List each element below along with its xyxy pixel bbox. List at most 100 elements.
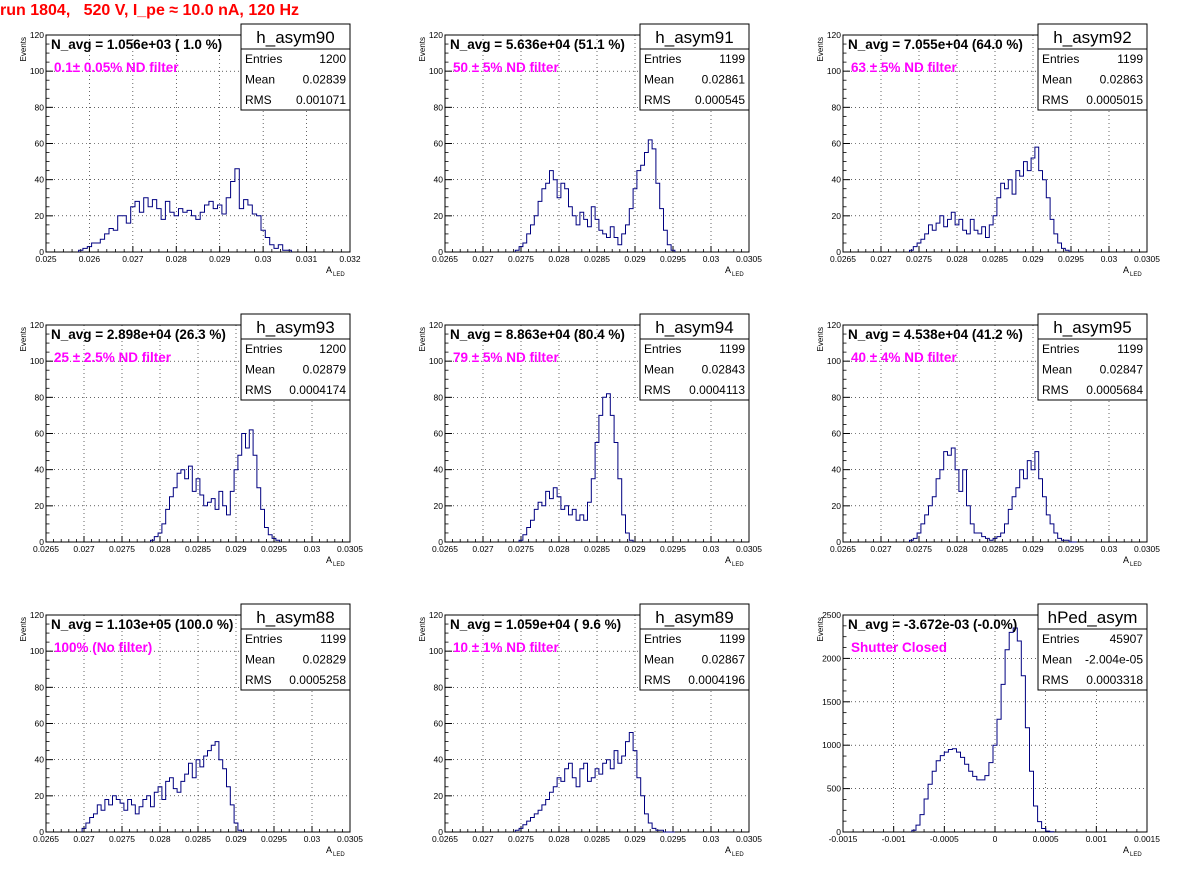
x-tick-label: 0.029 — [225, 544, 247, 554]
histogram-bin — [523, 825, 527, 832]
y-tick-label: 40 — [35, 465, 45, 475]
stats-title: h_asym89 — [655, 608, 733, 627]
histogram-bin — [614, 751, 618, 832]
histogram-bin — [637, 778, 641, 832]
histogram-bin — [1009, 632, 1013, 832]
histogram-bin — [546, 183, 550, 252]
y-axis-label: Events — [418, 327, 427, 351]
histogram-bin — [213, 209, 217, 252]
y-tick-label: 60 — [35, 139, 45, 149]
stats-label: Entries — [245, 632, 282, 646]
stats-value: 0.0004196 — [688, 673, 745, 687]
stats-value: 1199 — [1117, 342, 1143, 356]
x-tick-label: 0.0265 — [432, 544, 458, 554]
histogram-bin — [948, 455, 952, 542]
histogram-bin — [162, 524, 166, 542]
stats-label: RMS — [1042, 383, 1069, 397]
stats-label: Mean — [1042, 73, 1072, 87]
histogram-bin — [1043, 497, 1047, 542]
histogram-bin — [645, 153, 649, 252]
y-tick-label: 2500 — [822, 610, 841, 620]
stats-label: Mean — [644, 363, 674, 377]
histogram-bin — [588, 227, 592, 252]
histogram-bin — [652, 149, 656, 252]
histogram-bin — [97, 805, 101, 832]
histogram-bin — [131, 207, 135, 252]
histogram-bin — [610, 227, 614, 252]
histogram-bin — [561, 183, 565, 252]
x-tick-label: 0.03 — [255, 254, 272, 264]
histogram-bin — [196, 219, 200, 252]
filter-label: 10 ± 1% ND filter — [453, 640, 559, 655]
y-tick-label: 60 — [434, 429, 444, 439]
histogram-bin — [553, 488, 557, 542]
histogram-bin — [1039, 479, 1043, 542]
x-tick-label: 0.03 — [1101, 254, 1118, 264]
histogram-bin — [230, 805, 234, 832]
histogram-bin — [1058, 538, 1062, 542]
histogram-bin — [192, 778, 196, 832]
histogram-bin — [189, 466, 193, 542]
histogram-bin — [614, 443, 618, 542]
x-tick-label: 0.0005 — [1033, 834, 1059, 844]
histogram-bin — [576, 520, 580, 542]
histogram-bin — [147, 796, 151, 832]
x-tick-label: 0.0275 — [906, 544, 932, 554]
histogram-bin — [948, 219, 952, 252]
histogram-bin — [534, 216, 538, 252]
x-tick-label: 0.0275 — [906, 254, 932, 264]
y-axis-label: Events — [418, 37, 427, 61]
histogram-bin — [178, 209, 182, 252]
y-tick-label: 80 — [35, 682, 45, 692]
y-tick-label: 0 — [39, 537, 44, 547]
histogram-bin — [1001, 183, 1005, 252]
histogram-bin — [637, 171, 641, 252]
y-tick-label: 40 — [832, 465, 842, 475]
y-tick-label: 20 — [434, 501, 444, 511]
stats-title-box — [240, 313, 351, 340]
y-tick-label: 80 — [434, 392, 444, 402]
histogram-bin — [959, 491, 963, 542]
histogram-bin — [974, 230, 978, 252]
x-tick-label: 0.0285 — [185, 834, 211, 844]
y-tick-label: 120 — [429, 610, 443, 620]
x-tick-label: 0.0275 — [109, 834, 135, 844]
histogram-bin — [265, 238, 269, 252]
histogram-bin — [622, 515, 626, 542]
histogram-line — [514, 732, 675, 833]
stats-label: RMS — [245, 93, 272, 107]
histogram-bin — [936, 761, 940, 832]
x-tick-label: 0.0015 — [1134, 834, 1160, 844]
stats-title-box — [1037, 603, 1148, 630]
histogram-bin — [622, 756, 626, 832]
stats-value: 0.0005684 — [1086, 383, 1143, 397]
filter-label: 0.1± 0.05% ND filter — [54, 60, 179, 75]
stats-label: RMS — [245, 673, 272, 687]
y-tick-label: 60 — [832, 429, 842, 439]
histogram-bin — [257, 488, 261, 542]
histogram-bin — [599, 774, 603, 832]
panel-h_asym88: 0.0265 0.027 0.0275 0.028 0.0285 0.029 0.0295 0… — [19, 603, 363, 858]
x-tick-label: 0.0285 — [584, 254, 610, 264]
stats-value: 0.001071 — [296, 93, 346, 107]
y-tick-label: 120 — [30, 30, 44, 40]
histogram-bin — [154, 537, 158, 542]
histogram-bin — [170, 212, 174, 252]
histogram-bin — [591, 479, 595, 542]
histogram-bin — [523, 243, 527, 252]
panel-h_asym92: 0.0265 0.027 0.0275 0.028 0.0285 0.029 0.0295 0… — [816, 23, 1160, 278]
x-tick-label: 0.03 — [304, 544, 321, 554]
histogram-bin — [982, 227, 986, 252]
histogram-bin — [83, 248, 87, 252]
stats-title: h_asym91 — [655, 28, 733, 47]
x-tick-label: 0.0275 — [508, 834, 534, 844]
panel-h_asym89: 0.0265 0.027 0.0275 0.028 0.0285 0.029 0.0295 0… — [418, 603, 762, 858]
histogram-line — [909, 146, 1070, 252]
x-tick-label: 0.0295 — [660, 544, 686, 554]
x-tick-label: 0.03 — [304, 834, 321, 844]
x-axis-label: ALED — [1123, 845, 1142, 858]
navg-label: N_avg = 1.059e+04 ( 9.6 %) — [450, 617, 621, 632]
x-tick-label: 0.0295 — [660, 834, 686, 844]
stats-title-box — [240, 603, 351, 630]
y-tick-label: 500 — [827, 784, 841, 794]
